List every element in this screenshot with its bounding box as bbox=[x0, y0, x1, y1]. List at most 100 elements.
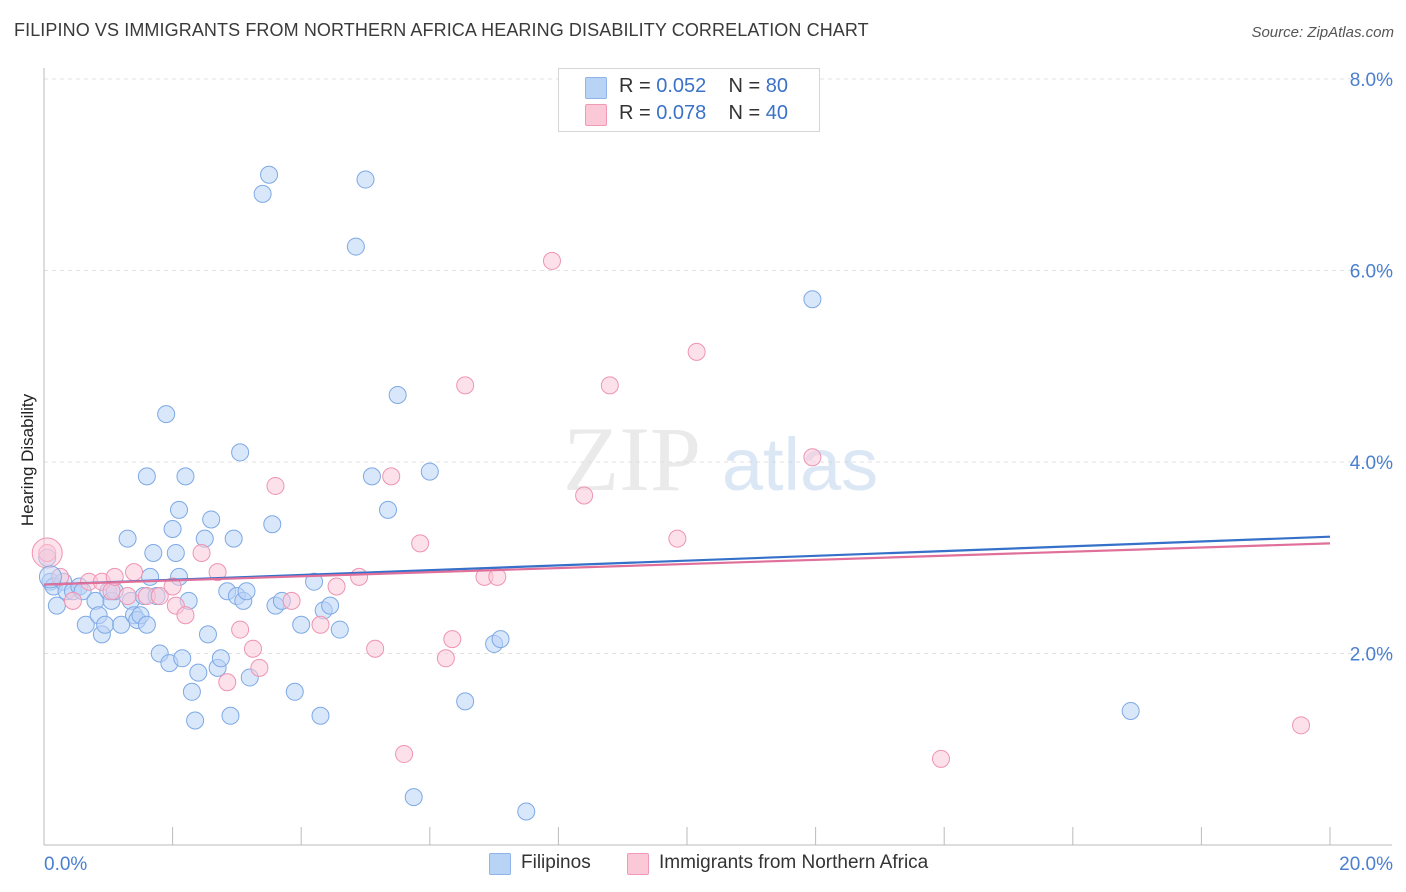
r-label: R = bbox=[619, 102, 657, 124]
filipino-point bbox=[346, 237, 365, 256]
filipino-point bbox=[263, 515, 282, 534]
filipino-point bbox=[144, 543, 163, 562]
filipino-point bbox=[305, 572, 324, 591]
n-value: 40 bbox=[765, 102, 789, 124]
immigrant-point bbox=[311, 615, 330, 634]
immigrant-point bbox=[1292, 716, 1311, 735]
immigrant-point bbox=[327, 577, 346, 596]
immigrant-point bbox=[443, 630, 462, 649]
filipino-point bbox=[137, 467, 156, 486]
filipino-point bbox=[173, 649, 192, 668]
y-tick-label: 4.0% bbox=[1350, 453, 1393, 474]
filipino-point bbox=[491, 630, 510, 649]
filipino-point bbox=[182, 682, 201, 701]
filipino-point bbox=[311, 706, 330, 725]
immigrant-point bbox=[803, 448, 822, 467]
filipino-point bbox=[237, 582, 256, 601]
n-value: 80 bbox=[765, 75, 789, 97]
legend-swatch-pink bbox=[627, 853, 649, 875]
filipino-point bbox=[186, 711, 205, 730]
immigrant-point bbox=[282, 591, 301, 610]
filipino-point bbox=[285, 682, 304, 701]
filipino-point bbox=[137, 615, 156, 634]
points-layer bbox=[31, 165, 1311, 821]
correlation-legend: R = 0.052 N = 80 R = 0.078 N = 40 bbox=[558, 68, 820, 132]
filipino-point bbox=[189, 663, 208, 682]
legend-swatch-blue bbox=[585, 77, 607, 99]
filipino-point bbox=[260, 165, 279, 184]
filipino-point bbox=[47, 596, 66, 615]
immigrant-point bbox=[176, 606, 195, 625]
filipino-point bbox=[1121, 701, 1140, 720]
filipino-point bbox=[362, 467, 381, 486]
filipino-point bbox=[166, 543, 185, 562]
filipino-point bbox=[231, 443, 250, 462]
watermark: ZIP atlas bbox=[563, 408, 878, 510]
immigrant-point bbox=[395, 745, 414, 764]
filipino-point bbox=[157, 405, 176, 424]
legend-label-immigrants: Immigrants from Northern Africa bbox=[659, 852, 929, 873]
axes-layer bbox=[43, 68, 1392, 846]
filipino-point bbox=[803, 290, 822, 309]
immigrant-point-cluster bbox=[31, 537, 63, 569]
immigrant-point bbox=[436, 649, 455, 668]
filipino-point bbox=[379, 500, 398, 519]
filipino-point bbox=[170, 500, 189, 519]
immigrant-point bbox=[231, 620, 250, 639]
filipino-point bbox=[202, 510, 221, 529]
r-value: 0.078 bbox=[656, 102, 707, 124]
filipino-point bbox=[292, 615, 311, 634]
immigrant-point bbox=[931, 749, 950, 768]
immigrant-point bbox=[163, 577, 182, 596]
immigrant-point bbox=[125, 563, 144, 582]
filipino-point bbox=[388, 385, 407, 404]
filipino-point bbox=[211, 649, 230, 668]
filipino-point bbox=[176, 467, 195, 486]
filipino-point bbox=[456, 692, 475, 711]
filipino-point bbox=[221, 706, 240, 725]
immigrant-point bbox=[687, 342, 706, 361]
immigrant-point bbox=[118, 587, 137, 606]
immigrant-point bbox=[266, 476, 285, 495]
immigrant-point bbox=[192, 543, 211, 562]
immigrant-point bbox=[366, 639, 385, 658]
immigrant-point bbox=[208, 563, 227, 582]
filipino-point bbox=[76, 615, 95, 634]
filipino-point bbox=[224, 529, 243, 548]
filipino-point bbox=[356, 170, 375, 189]
immigrant-point bbox=[218, 673, 237, 692]
tick-label-layer: 2.0% 4.0% 6.0% 8.0% 0.0% 20.0% bbox=[44, 70, 1393, 875]
y-tick-label: 6.0% bbox=[1350, 262, 1393, 283]
immigrant-point bbox=[150, 587, 169, 606]
filipino-point bbox=[404, 788, 423, 807]
filipino-point-cluster bbox=[38, 565, 62, 589]
immigrant-trend-line bbox=[43, 542, 1331, 586]
filipino-point bbox=[517, 802, 536, 821]
immigrant-point bbox=[575, 486, 594, 505]
x-tick-label: 0.0% bbox=[44, 854, 87, 875]
filipino-trend-line bbox=[43, 535, 1331, 586]
x-tick-label: 20.0% bbox=[1339, 854, 1393, 875]
r-value: 0.052 bbox=[656, 75, 707, 97]
source-label: Source: ZipAtlas.com bbox=[1251, 24, 1394, 41]
y-tick-label: 8.0% bbox=[1350, 70, 1393, 91]
trend-layer bbox=[43, 535, 1331, 586]
filipino-point bbox=[96, 615, 115, 634]
legend-label-filipinos: Filipinos bbox=[521, 852, 591, 873]
filipino-point bbox=[118, 529, 137, 548]
immigrant-point bbox=[411, 534, 430, 553]
immigrant-point bbox=[382, 467, 401, 486]
filipino-point bbox=[198, 625, 217, 644]
legend-swatch-pink bbox=[585, 104, 607, 126]
chart-title: FILIPINO VS IMMIGRANTS FROM NORTHERN AFR… bbox=[14, 20, 869, 40]
legend-swatch-blue bbox=[489, 853, 511, 875]
y-tick-label: 2.0% bbox=[1350, 645, 1393, 666]
immigrant-point bbox=[456, 376, 475, 395]
watermark-atlas: atlas bbox=[722, 423, 878, 506]
immigrant-point bbox=[63, 591, 82, 610]
n-label: N = bbox=[728, 75, 766, 97]
grid-layer bbox=[44, 78, 1392, 654]
immigrant-point bbox=[668, 529, 687, 548]
immigrant-point bbox=[350, 567, 369, 586]
